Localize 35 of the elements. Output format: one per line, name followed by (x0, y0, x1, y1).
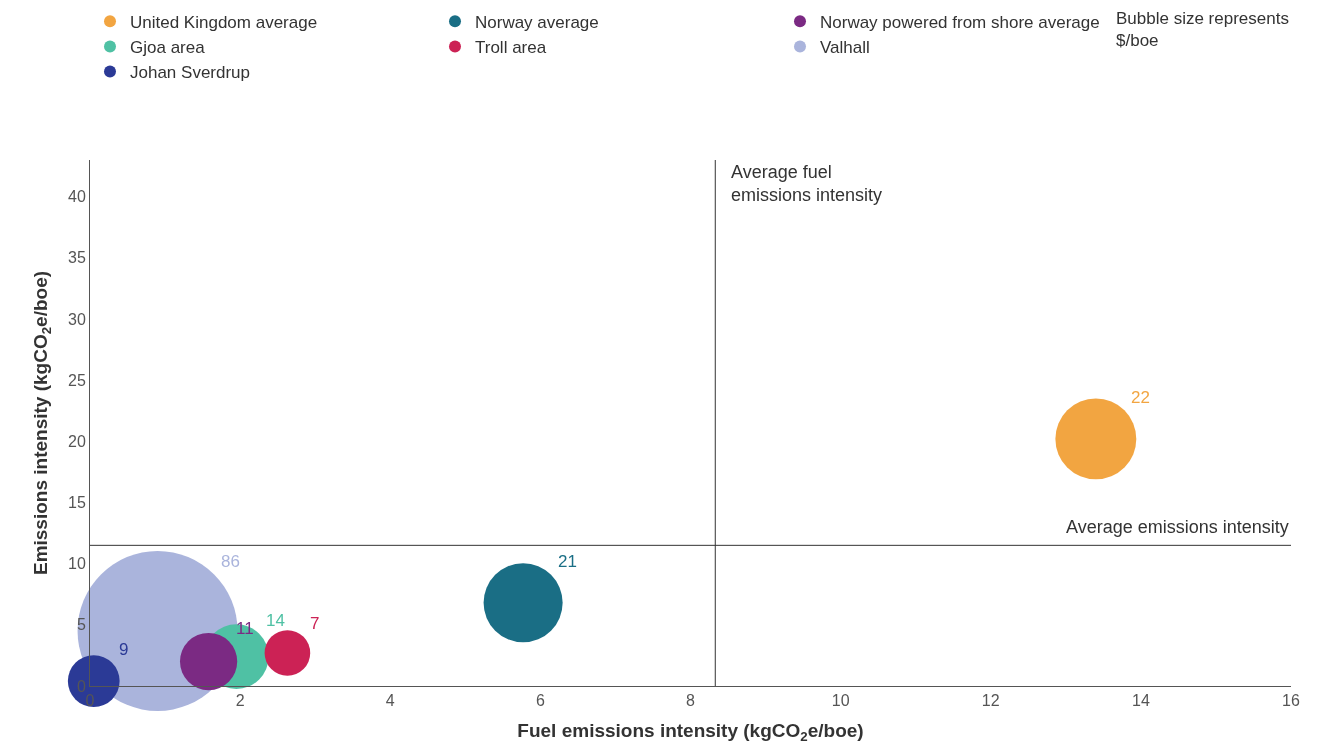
x-tick-label: 14 (1131, 692, 1150, 710)
legend-label: Norway powered from shore average (820, 12, 1100, 32)
x-tick-label: 10 (831, 692, 850, 710)
ref-line-label: Average emissions intensity (1066, 517, 1289, 537)
data-label: 22 (1131, 388, 1150, 407)
data-label: 11 (236, 619, 254, 638)
data-label: 14 (266, 611, 285, 630)
y-tick-label: 5 (76, 616, 86, 634)
legend-label: Valhall (820, 38, 870, 58)
x-tick-label: 6 (535, 692, 545, 710)
data-label: 9 (119, 640, 129, 659)
y-tick-label: 20 (68, 432, 86, 450)
legend-label: Norway average (475, 12, 599, 32)
legend-label: Gjoa area (130, 38, 206, 58)
legend-label: Johan Sverdrup (130, 63, 251, 83)
y-tick-label: 10 (68, 555, 86, 573)
y-tick-label: 40 (68, 188, 86, 206)
y-tick-label: 30 (68, 310, 86, 328)
x-tick-label: 4 (385, 692, 395, 710)
x-tick-label: 16 (1282, 692, 1300, 710)
x-tick-label: 2 (235, 692, 245, 710)
legend-label: United Kingdom average (130, 12, 318, 32)
text: Bubble size represents $/boe (1116, 9, 1289, 51)
ref-line-label: Average fuel emissions intensity (731, 162, 883, 206)
x-axis-title: Fuel emissions intensity (kgCO$_{2}$e/boe) (517, 720, 864, 744)
y-tick-label: 25 (68, 371, 86, 389)
data-label: 21 (558, 552, 577, 571)
y-tick-label: 15 (68, 494, 86, 512)
data-label: 7 (310, 614, 320, 633)
legend-label: Troll area (475, 38, 547, 58)
data-label: 86 (221, 552, 240, 571)
x-tick-label: 12 (981, 692, 1000, 710)
y-tick-label: 35 (68, 249, 86, 267)
y-tick-label: 0 (76, 677, 86, 695)
x-tick-label: 8 (686, 692, 696, 710)
